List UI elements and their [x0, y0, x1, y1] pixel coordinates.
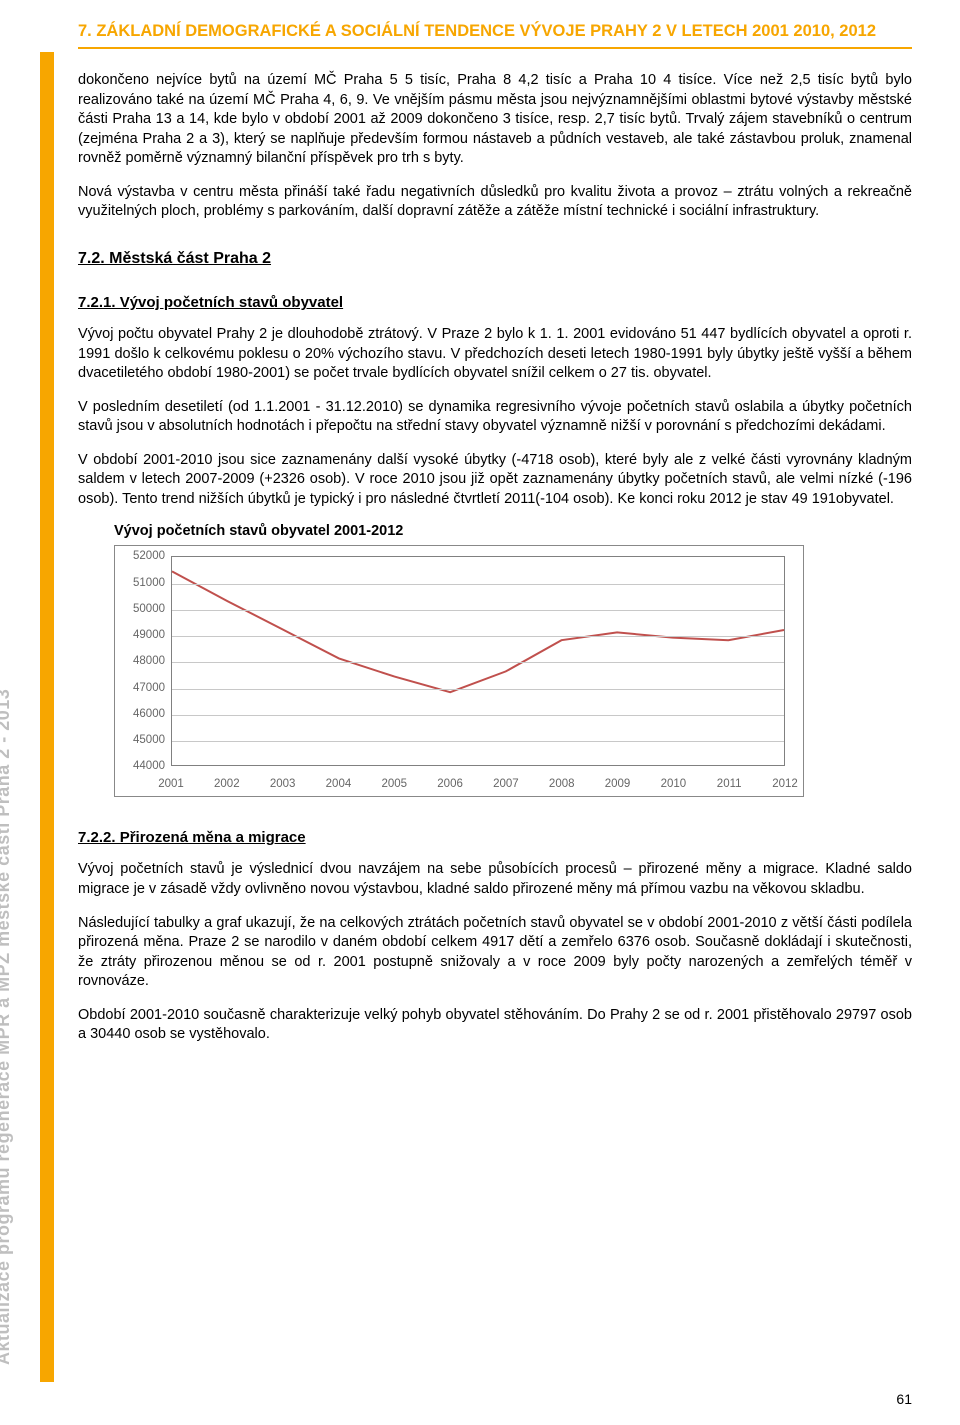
gridline [172, 689, 784, 690]
y-axis-label: 47000 [115, 682, 165, 694]
x-axis-label: 2005 [381, 778, 407, 790]
gridline [172, 662, 784, 663]
y-axis-label: 51000 [115, 577, 165, 589]
chart-title: Vývoj početních stavů obyvatel 2001-2012 [114, 523, 912, 539]
paragraph-8: Období 2001-2010 současně charakterizuje… [78, 1006, 912, 1045]
y-axis-label: 44000 [115, 760, 165, 772]
y-axis-label: 46000 [115, 708, 165, 720]
subsection-7-2-1: 7.2.1. Vývoj početních stavů obyvatel [78, 294, 912, 311]
gridline [172, 636, 784, 637]
x-axis-label: 2003 [270, 778, 296, 790]
y-axis-label: 52000 [115, 550, 165, 562]
x-axis-label: 2001 [158, 778, 184, 790]
x-axis-label: 2006 [437, 778, 463, 790]
x-axis-label: 2012 [772, 778, 798, 790]
x-axis-label: 2002 [214, 778, 240, 790]
x-axis-label: 2004 [326, 778, 352, 790]
y-axis-label: 45000 [115, 734, 165, 746]
chart-data-line [172, 572, 784, 693]
y-axis-label: 48000 [115, 655, 165, 667]
x-axis-label: 2008 [549, 778, 575, 790]
page-number: 61 [896, 1391, 912, 1407]
paragraph-2: Nová výstavba v centru města přináší tak… [78, 183, 912, 222]
paragraph-1: dokončeno nejvíce bytů na území MČ Praha… [78, 71, 912, 169]
gridline [172, 715, 784, 716]
population-chart: 44000 45000 46000 47000 48000 49000 50000 51000… [114, 545, 804, 797]
sidebar-vertical-text: Aktualizace programu regenerace MPR a MP… [0, 689, 14, 1365]
paragraph-4: V posledním desetiletí (od 1.1.2001 - 31… [78, 398, 912, 437]
chart-line-svg [172, 557, 784, 765]
section-7-2: 7.2. Městská část Praha 2 [78, 250, 912, 268]
paragraph-5: V období 2001-2010 jsou sice zaznamenány… [78, 451, 912, 510]
x-axis-label: 2007 [493, 778, 519, 790]
x-axis-label: 2009 [605, 778, 631, 790]
y-axis-label: 49000 [115, 629, 165, 641]
x-axis-label: 2010 [661, 778, 687, 790]
paragraph-3: Vývoj počtu obyvatel Prahy 2 je dlouhodo… [78, 325, 912, 384]
paragraph-7: Následující tabulky a graf ukazují, že n… [78, 914, 912, 992]
orange-side-bar [40, 52, 54, 1382]
paragraph-6: Vývoj početních stavů je výslednicí dvou… [78, 860, 912, 899]
page-header: 7. ZÁKLADNÍ DEMOGRAFICKÉ A SOCIÁLNÍ TEND… [78, 22, 912, 49]
gridline [172, 741, 784, 742]
y-axis-label: 50000 [115, 603, 165, 615]
gridline [172, 584, 784, 585]
gridline [172, 610, 784, 611]
subsection-7-2-2: 7.2.2. Přirozená měna a migrace [78, 829, 912, 846]
x-axis-label: 2011 [717, 778, 742, 790]
